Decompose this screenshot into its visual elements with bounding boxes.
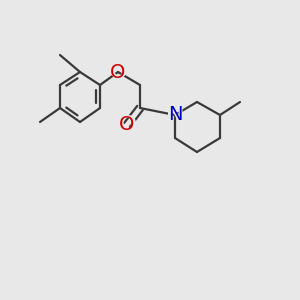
Text: N: N: [168, 106, 182, 124]
Text: O: O: [118, 115, 136, 135]
Text: N: N: [166, 105, 184, 125]
Text: O: O: [110, 62, 126, 82]
Text: O: O: [109, 62, 128, 82]
Text: O: O: [119, 116, 135, 134]
